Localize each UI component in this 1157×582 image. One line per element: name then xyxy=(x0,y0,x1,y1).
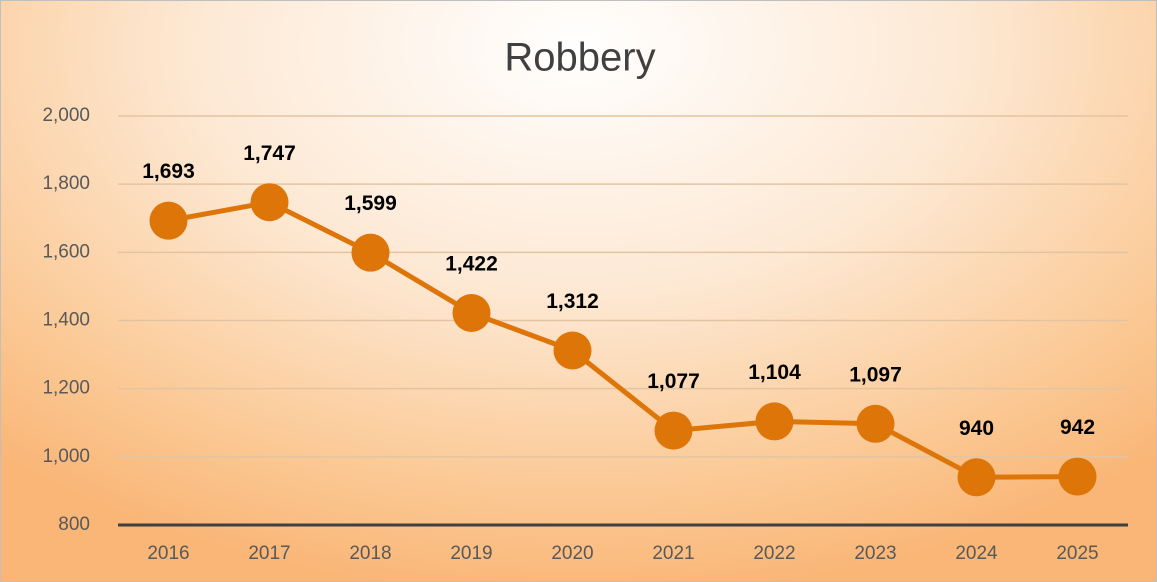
x-tick-label: 2016 xyxy=(147,543,189,564)
marker xyxy=(856,404,895,443)
x-tick-label: 2025 xyxy=(1056,543,1098,564)
x-tick-label: 2021 xyxy=(652,543,694,564)
marker xyxy=(1058,457,1097,496)
marker xyxy=(149,201,188,240)
series-line xyxy=(168,199,1078,480)
data-label: 1,104 xyxy=(748,361,801,384)
data-label: 1,422 xyxy=(445,253,498,276)
marker xyxy=(755,402,794,441)
y-tick-label: 1,400 xyxy=(42,310,90,331)
data-label: 1,097 xyxy=(849,363,902,386)
y-tick-label: 1,200 xyxy=(42,378,90,399)
y-tick-label: 800 xyxy=(58,514,90,535)
x-tick-label: 2019 xyxy=(450,543,492,564)
x-tick-label: 2018 xyxy=(349,543,391,564)
marker xyxy=(957,458,996,497)
chart-title: Robbery xyxy=(504,36,655,80)
data-label: 1,747 xyxy=(243,142,296,165)
marker xyxy=(250,183,289,222)
data-label: 1,599 xyxy=(344,192,397,215)
x-tick-label: 2017 xyxy=(248,543,290,564)
data-label: 1,077 xyxy=(647,370,700,393)
marker xyxy=(654,411,693,450)
y-tick-label: 1,600 xyxy=(42,241,90,262)
x-tick-label: 2024 xyxy=(955,543,998,564)
data-label: 1,693 xyxy=(142,160,195,183)
x-tick-label: 2020 xyxy=(551,543,593,564)
data-label: 940 xyxy=(959,417,994,440)
y-tick-label: 1,800 xyxy=(42,173,90,194)
marker xyxy=(553,331,592,370)
marker xyxy=(452,294,491,333)
x-tick-label: 2023 xyxy=(854,543,896,564)
data-label: 1,312 xyxy=(546,290,599,313)
marker xyxy=(351,233,390,272)
y-tick-label: 2,000 xyxy=(42,105,90,126)
x-tick-label: 2022 xyxy=(753,543,795,564)
y-tick-label: 1,000 xyxy=(42,446,90,467)
data-label: 942 xyxy=(1060,416,1095,439)
